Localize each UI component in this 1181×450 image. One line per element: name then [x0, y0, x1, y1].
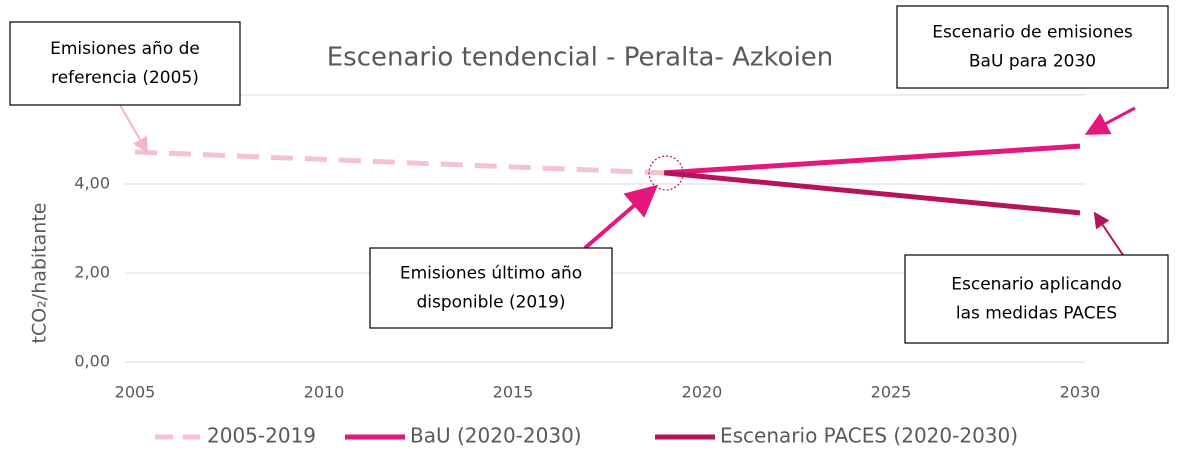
y-axis-label: tCO₂/habitante — [29, 203, 51, 344]
annotation-text: Escenario de emisiones — [932, 23, 1133, 43]
highlight-circle — [648, 155, 684, 191]
x-tick-label: 2015 — [493, 383, 534, 402]
annotation-text: Escenario aplicando — [951, 275, 1122, 295]
series-line — [134, 149, 665, 176]
arrow — [583, 184, 659, 250]
x-tick-label: 2005 — [115, 383, 156, 402]
legend-label: BaU (2020-2030) — [410, 424, 582, 448]
annotation-text: BaU para 2030 — [969, 52, 1096, 72]
x-tick-label: 2010 — [304, 383, 345, 402]
annotation-text: las medidas PACES — [956, 304, 1117, 324]
series-line — [663, 170, 1081, 216]
y-tick-label: 4,00 — [74, 174, 110, 193]
annotation-box — [369, 247, 613, 329]
annotation-text: Emisiones año de — [50, 39, 200, 59]
annotation-text: disponible (2019) — [417, 293, 566, 313]
annotation-box — [896, 5, 1169, 89]
y-tick-label: 2,00 — [74, 263, 110, 282]
arrow — [1093, 211, 1126, 259]
annotation-text: referencia (2005) — [51, 68, 199, 88]
arrow — [119, 104, 149, 154]
series-line — [664, 143, 1081, 176]
arrow — [1084, 106, 1136, 135]
y-tick-label: 0,00 — [74, 352, 110, 371]
chart-title: Escenario tendencial - Peralta- Azkoien — [327, 43, 834, 73]
x-tick-label: 2025 — [871, 383, 912, 402]
annotation-box — [904, 254, 1169, 344]
legend-label: 2005-2019 — [207, 424, 316, 448]
legend-label: Escenario PACES (2020-2030) — [720, 424, 1018, 448]
x-tick-label: 2030 — [1060, 383, 1101, 402]
annotation-text: Emisiones último año — [400, 264, 582, 284]
x-tick-label: 2020 — [682, 383, 723, 402]
annotation-box — [9, 21, 241, 106]
